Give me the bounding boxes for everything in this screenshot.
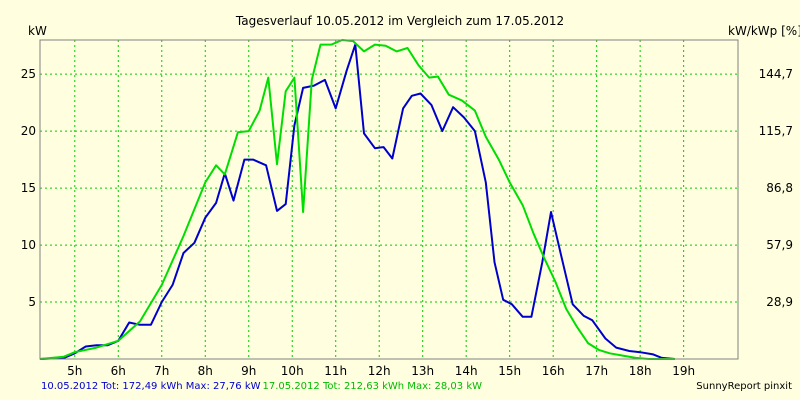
x-tick-label: 10h: [281, 364, 304, 378]
right-axis-unit-label: kW/kWp [%]: [728, 24, 800, 38]
y-tick-label-left: 10: [21, 238, 36, 252]
y-tick-label-left: 15: [21, 181, 36, 195]
credit-text: SunnyReport pinxit: [696, 381, 792, 392]
x-tick-label: 7h: [154, 364, 169, 378]
legend-series-1: 10.05.2012 Tot: 172,49 kWh Max: 27,76 kW: [41, 381, 261, 392]
x-tick-label: 16h: [542, 364, 565, 378]
x-tick-label: 18h: [629, 364, 652, 378]
x-tick-label: 6h: [111, 364, 126, 378]
y-tick-label-right: 86,8: [766, 181, 793, 195]
x-tick-labels: 5h 6h 7h 8h 9h 10h 11h 12h 13h 14h 15h 16h 17h 18h 19h: [67, 364, 695, 378]
y-tick-label-right: 57,9: [766, 238, 793, 252]
y-tick-label-left: 20: [21, 124, 36, 138]
x-tick-label: 17h: [585, 364, 608, 378]
y-tick-labels-right: 28,9 57,9 86,8 115,7 144,7: [759, 67, 793, 309]
y-tick-label-right: 115,7: [759, 124, 793, 138]
legend-series-2: 17.05.2012 Tot: 212,63 kWh Max: 28,03 kW: [262, 381, 483, 392]
legend-footer: 10.05.2012 Tot: 172,49 kWh Max: 27,76 kW…: [41, 381, 484, 392]
grid-lines: [40, 40, 738, 359]
x-tick-label: 14h: [455, 364, 478, 378]
x-tick-label: 12h: [368, 364, 391, 378]
y-tick-label-right: 28,9: [766, 295, 793, 309]
x-tick-label: 19h: [672, 364, 695, 378]
x-tick-label: 8h: [198, 364, 213, 378]
series-layer: [39, 39, 675, 360]
x-tick-label: 13h: [411, 364, 434, 378]
y-tick-label-left: 5: [28, 295, 36, 309]
y-tick-labels-left: 5 10 15 20 25: [21, 67, 36, 309]
series-line-1: [39, 43, 675, 360]
x-tick-label: 9h: [241, 364, 256, 378]
plot-frame: [39, 39, 739, 360]
left-axis-unit-label: kW: [28, 24, 47, 38]
y-tick-label-left: 25: [21, 67, 36, 81]
x-tick-label: 15h: [498, 364, 521, 378]
y-tick-label-right: 144,7: [759, 67, 793, 81]
chart-title: Tagesverlauf 10.05.2012 im Vergleich zum…: [235, 14, 564, 28]
series-line-2: [39, 39, 675, 360]
x-tick-label: 5h: [67, 364, 82, 378]
x-tick-label: 11h: [324, 364, 347, 378]
